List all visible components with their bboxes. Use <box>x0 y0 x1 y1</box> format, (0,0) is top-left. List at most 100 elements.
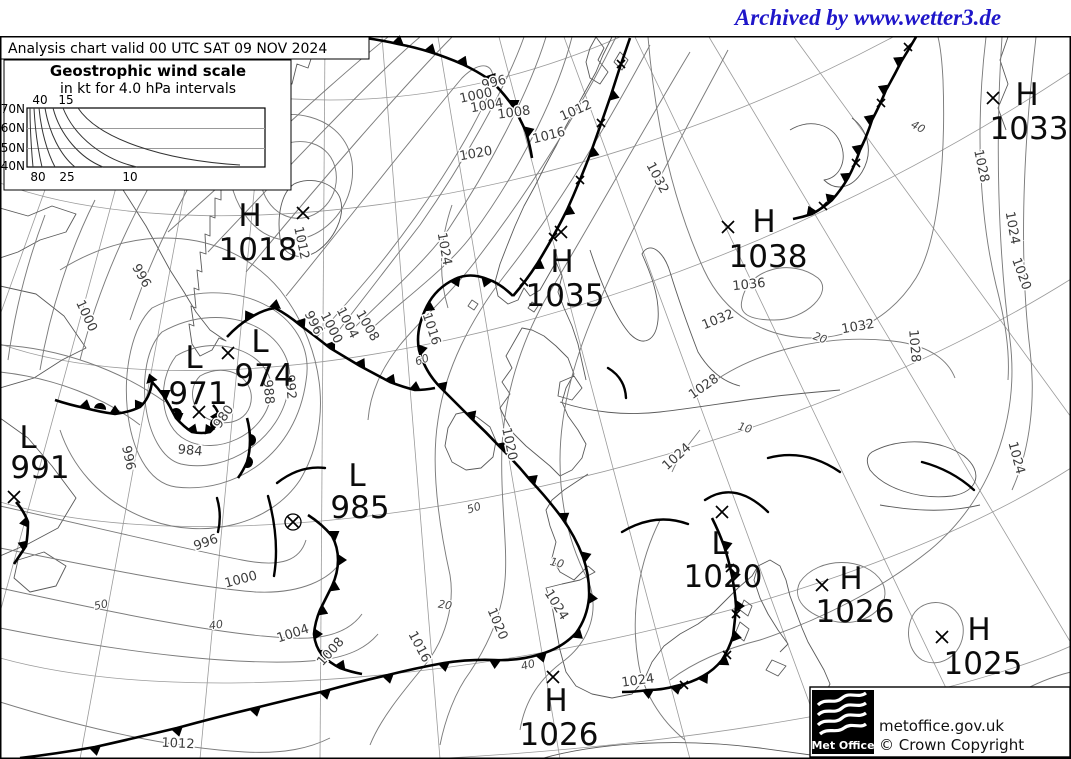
pressure-center-letter: L <box>711 526 729 562</box>
graticule-label: 50 <box>465 500 482 517</box>
pressure-center-letter: H <box>544 683 567 719</box>
analysis-title-box: Analysis chart valid 00 UTC SAT 09 NOV 2… <box>0 36 370 60</box>
pressure-center-value: 1033 <box>990 111 1069 147</box>
pressure-center-cross <box>192 405 206 419</box>
metoffice-logo-waves <box>816 691 868 736</box>
graticule-label: 20 <box>437 598 453 613</box>
pressure-center-value: 971 <box>168 376 227 412</box>
trough-line <box>920 460 976 492</box>
wind-scale-lat-60n: 60N <box>1 121 25 135</box>
pressure-center-value: 1025 <box>944 646 1023 682</box>
pressure-center-letter: H <box>238 198 261 234</box>
pressure-center-value: 974 <box>234 358 293 394</box>
black-sea-coast <box>866 441 977 498</box>
pressure-center-cross <box>221 346 235 360</box>
svalbard-coast <box>585 36 629 85</box>
wind-scale-lat-70n: 70N <box>1 102 25 116</box>
occluded-semicircle <box>94 403 106 410</box>
baltic-south-coast <box>559 389 841 414</box>
pressure-center-value: 1018 <box>219 232 298 268</box>
metoffice-footer-box: Met Office metoffice.gov.uk © Crown Copy… <box>809 686 1071 758</box>
baltic-coast <box>589 247 741 387</box>
novaya-zemlya-coast <box>997 36 1009 131</box>
metoffice-logo-text: Met Office <box>811 739 874 752</box>
pressure-center-cross <box>554 225 568 239</box>
isobar-label: 1036 <box>732 276 766 294</box>
pressure-center-value: 1026 <box>816 594 895 630</box>
graticule-label: 40 <box>208 618 224 633</box>
occluded-semicircle <box>210 418 219 430</box>
graticule-label: 20 <box>811 329 829 346</box>
pressure-center-cross <box>296 206 310 220</box>
isobar-label: 1032 <box>840 317 875 338</box>
isobar-label: 1012 <box>161 736 195 753</box>
wind-scale-title: Geostrophic wind scale <box>50 62 246 80</box>
turkey-coast <box>879 504 981 511</box>
wind-scale-box: Geostrophic wind scale in kt for 4.0 hPa… <box>1 59 292 191</box>
cold-front-greenland <box>226 299 436 392</box>
pressure-center-letter: L <box>19 420 37 456</box>
pressure-center-cross <box>546 670 560 684</box>
newfoundland-coast <box>13 551 67 593</box>
pressure-center-cross <box>7 490 21 504</box>
wind-scale-top-15: 15 <box>58 93 73 107</box>
trough-line <box>620 518 690 534</box>
pressure-center-letter: L <box>348 458 366 494</box>
cold-front-frontolysis-italy <box>621 517 745 699</box>
isobar-label: 1024 <box>621 671 656 690</box>
occluded-front-971 <box>54 373 221 435</box>
pressure-center-letter: L <box>251 324 269 360</box>
graticule-label: 10 <box>549 555 566 571</box>
isobar-label: 992 <box>281 374 298 400</box>
analysis-title: Analysis chart valid 00 UTC SAT 09 NOV 2… <box>8 41 327 57</box>
frontolysis-cross-layer <box>519 42 913 690</box>
isobar-label: 1020 <box>458 144 493 165</box>
pressure-center-letter: H <box>1015 77 1038 113</box>
graticule-label: 40 <box>520 657 537 673</box>
map-border <box>0 36 1071 759</box>
pressure-center-value: 1038 <box>729 239 808 275</box>
pressure-center-circle <box>284 513 302 531</box>
isobar-label: 984 <box>177 442 203 459</box>
pressure-center-cross <box>721 220 735 234</box>
graticule-label: 10 <box>736 420 753 436</box>
cold-front-frontolysis-russia <box>792 36 918 221</box>
cold-front-arctic <box>364 35 535 159</box>
graticule-label: 60 <box>413 351 431 368</box>
pressure-center-value: 1020 <box>684 559 763 595</box>
isobar-label: 988 <box>259 379 276 405</box>
isobar-label: 1004 <box>469 96 504 117</box>
pressure-center-letter: H <box>752 204 775 240</box>
footer-copyright: © Crown Copyright <box>879 736 1024 754</box>
wind-scale-curves <box>29 107 241 168</box>
pressure-center-value: 991 <box>10 450 69 486</box>
wind-scale-bottom-25: 25 <box>59 170 74 184</box>
graticule-label: 50 <box>93 597 109 613</box>
trough-line <box>606 366 628 400</box>
pressure-center-value: 985 <box>330 490 389 526</box>
isobar-label: 1024 <box>1002 210 1023 245</box>
isobar-label: 1024 <box>434 231 455 266</box>
trough-line <box>703 491 770 514</box>
pressure-center-letter: H <box>550 244 573 280</box>
pressure-center-cross <box>286 515 300 529</box>
pressure-center-letter: L <box>185 340 203 376</box>
wind-scale-top-40: 40 <box>32 93 47 107</box>
cold-front-inner-985 <box>307 513 363 676</box>
footer-site: metoffice.gov.uk <box>879 717 1004 735</box>
pressure-center-cross <box>935 630 949 644</box>
occluded-semicircle <box>172 408 182 419</box>
iceland-coast <box>278 180 342 257</box>
wind-scale-bottom-10: 10 <box>122 170 137 184</box>
pressure-center-letter: H <box>839 561 862 597</box>
wind-scale-bottom-80: 80 <box>30 170 45 184</box>
pressure-center-cross <box>986 91 1000 105</box>
cold-front-991 <box>12 501 30 565</box>
isobar-label: 1008 <box>497 103 532 122</box>
pressure-center-cross <box>815 578 829 592</box>
wind-scale-lat-50n: 50N <box>1 141 25 155</box>
